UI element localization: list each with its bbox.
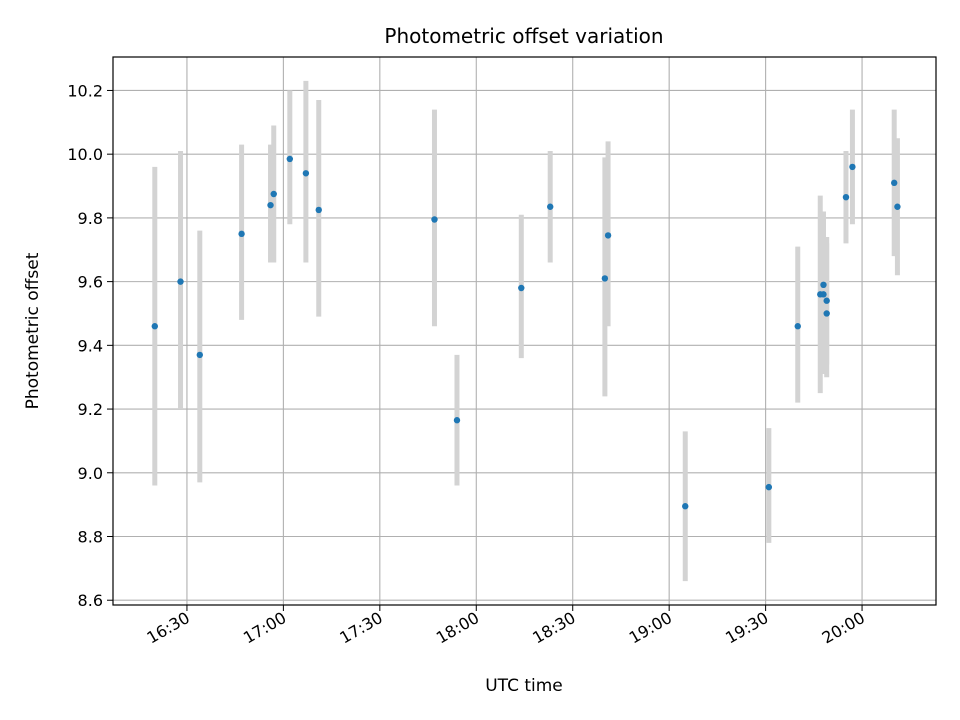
data-point	[151, 323, 158, 330]
y-tick-label: 8.6	[78, 591, 103, 610]
data-point	[238, 230, 245, 238]
data-point	[842, 193, 850, 201]
data-point	[177, 278, 184, 285]
data-point	[823, 310, 830, 317]
data-point	[196, 351, 204, 359]
data-point	[518, 284, 525, 292]
data-point	[682, 503, 689, 510]
x-axis-label: UTC time	[485, 676, 563, 696]
data-point	[286, 155, 294, 163]
data-point	[302, 170, 310, 177]
plot-frame	[112, 56, 937, 606]
y-tick-label: 10.0	[67, 145, 103, 164]
data-point	[894, 203, 901, 210]
data-point	[270, 190, 277, 198]
data-point	[431, 216, 438, 223]
data-point	[794, 323, 801, 330]
data-point	[765, 483, 773, 491]
chart-title: Photometric offset variation	[384, 24, 663, 48]
y-tick-label: 9.0	[78, 464, 103, 483]
data-points	[151, 155, 901, 510]
data-point	[820, 291, 827, 298]
data-point	[891, 179, 898, 187]
y-tick-label: 10.2	[67, 81, 103, 100]
y-tick-label: 9.6	[78, 273, 103, 292]
data-point	[849, 163, 856, 171]
y-tick-label: 8.8	[78, 528, 103, 547]
data-point	[547, 203, 554, 210]
data-point	[604, 232, 612, 239]
data-point	[820, 281, 827, 289]
y-axis-label: Photometric offset	[23, 252, 43, 409]
data-point	[601, 275, 609, 282]
y-tick-label: 9.8	[78, 209, 103, 228]
y-tick-label: 9.4	[78, 336, 103, 355]
data-point	[453, 417, 461, 424]
data-point	[315, 206, 322, 214]
data-point	[823, 297, 830, 304]
data-point	[267, 201, 274, 209]
y-tick-label: 9.2	[78, 400, 103, 419]
